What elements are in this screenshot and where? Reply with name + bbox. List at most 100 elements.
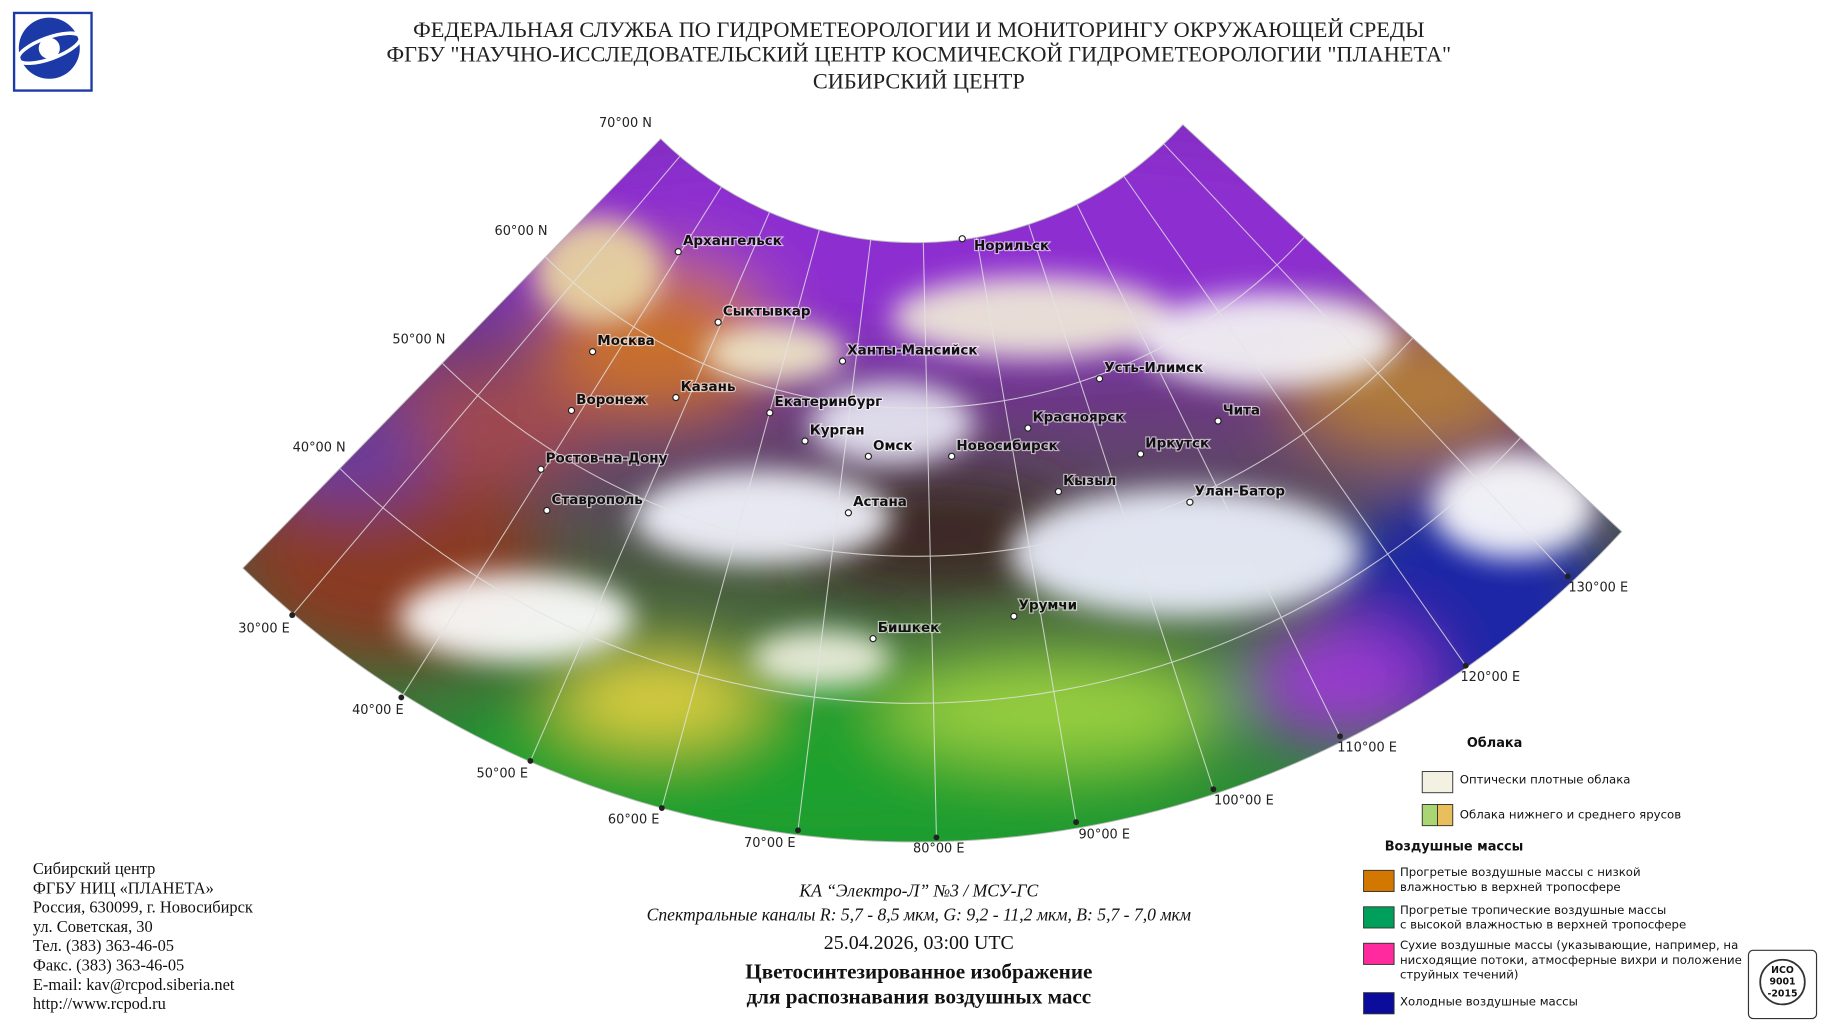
address-line: Россия, 630099, г. Новосибирск — [33, 898, 253, 917]
city-dot — [766, 409, 774, 417]
city-label: Архангельск — [683, 233, 782, 249]
iso-badge — [1747, 949, 1818, 1020]
address-line: ФГБУ НИЦ «ПЛАНЕТА» — [33, 878, 214, 897]
lon-dot — [1564, 573, 1571, 580]
meridian — [661, 124, 916, 809]
legend-label: струйных течений) — [1400, 968, 1519, 982]
city-label: Красноярск — [1033, 410, 1125, 426]
lat-label: 70°00 N — [599, 116, 652, 131]
legend-label: влажностью в верхней тропосфере — [1400, 880, 1621, 894]
parallel — [242, 124, 1593, 557]
city-label: Кызыл — [1063, 473, 1116, 489]
lon-dot — [1337, 733, 1344, 740]
meridian — [529, 124, 916, 762]
city-dot — [1186, 498, 1194, 506]
caption-title: для распознавания воздушных масс — [747, 984, 1092, 1008]
meridian — [914, 124, 1214, 790]
city-dot — [543, 506, 551, 515]
city-dot — [1010, 612, 1018, 620]
city-dot — [801, 437, 809, 445]
city-label: Усть-Илимск — [1104, 360, 1203, 376]
legend-label: Сухие воздушные массы (указывающие, напр… — [1400, 938, 1738, 952]
city-label: Улан-Батор — [1195, 484, 1286, 500]
lon-dot — [527, 758, 534, 764]
legend-title: Воздушные массы — [1385, 839, 1524, 854]
legend-label: Оптически плотные облака — [1460, 772, 1631, 786]
lon-label: 80°00 E — [913, 842, 965, 857]
meridian — [291, 124, 916, 616]
legend-swatch — [1437, 804, 1454, 827]
datetime: 25.04.2026, 03:00 UTC — [824, 932, 1014, 954]
legend-swatch — [1363, 992, 1395, 1015]
lon-dot — [289, 612, 296, 619]
legend-label: Холодные воздушные массы — [1400, 995, 1578, 1009]
lon-dot — [1462, 662, 1469, 669]
city-dot — [588, 348, 597, 356]
satellite-image — [242, 124, 1622, 842]
lon-label: 110°00 E — [1337, 741, 1397, 756]
iso-text: ИСО — [1771, 965, 1794, 976]
legend-label: Облака нижнего и среднего ярусов — [1460, 808, 1681, 822]
city-dot — [672, 393, 680, 402]
lon-label: 60°00 E — [608, 812, 660, 827]
city-dot — [714, 318, 722, 326]
lat-label: 60°00 N — [495, 224, 548, 239]
city-label: Новосибирск — [956, 438, 1057, 454]
meridian — [914, 124, 1077, 823]
city-label: Норильск — [974, 238, 1049, 254]
city-label: Воронеж — [576, 392, 647, 408]
legend-swatch — [1421, 771, 1454, 794]
lat-label: 40°00 N — [293, 441, 346, 456]
city-dot — [1024, 424, 1032, 432]
legend-swatch — [1363, 906, 1395, 929]
legend-title: Облака — [1467, 736, 1523, 751]
city-dot — [838, 357, 847, 365]
meridian — [914, 124, 1467, 666]
legend-swatch — [1363, 869, 1395, 892]
lon-dot — [398, 694, 405, 701]
city-label: Астана — [853, 494, 907, 510]
logo — [12, 11, 93, 92]
lon-label: 90°00 E — [1078, 828, 1130, 843]
city-dot — [869, 634, 877, 643]
address-line: Сибирский центр — [33, 859, 155, 878]
legend-label: нисходящие потоки, атмосферные вихри и п… — [1400, 953, 1742, 967]
city-label: Ханты-Мансийск — [847, 342, 977, 358]
legend-label: с высокой влажностью в верхней тропосфер… — [1400, 918, 1686, 932]
city-label: Чита — [1223, 402, 1260, 418]
address-line: http://www.rcpod.ru — [33, 994, 166, 1013]
address-line: Тел. (383) 363-46-05 — [33, 936, 174, 955]
legend-label: Прогретые воздушные массы с низкой — [1400, 865, 1641, 879]
meridian — [914, 124, 1569, 577]
city-label: Ростов-на-Дону — [546, 451, 668, 467]
meridian — [914, 124, 1341, 737]
meridian — [400, 124, 916, 698]
map-frame — [242, 124, 1623, 843]
lon-label: 30°00 E — [238, 622, 290, 637]
lon-label: 70°00 E — [744, 836, 796, 851]
city-label: Урумчи — [1019, 598, 1078, 614]
meridian — [797, 124, 916, 831]
city-label: Екатеринбург — [774, 394, 882, 410]
lon-dot — [795, 827, 801, 834]
channels: Спектральные каналы R: 5,7 - 8,5 мкм, G:… — [647, 904, 1191, 924]
address-line: ул. Советская, 30 — [33, 917, 153, 936]
header-line: ФГБУ "НАУЧНО-ИССЛЕДОВАТЕЛЬСКИЙ ЦЕНТР КОС… — [387, 42, 1452, 67]
city-dot — [844, 509, 853, 517]
legend-swatch — [1421, 804, 1438, 827]
city-dot — [567, 406, 576, 415]
address-line: E-mail: kav@rcpod.siberia.net — [33, 975, 235, 994]
lon-dot — [658, 805, 665, 811]
city-dot — [1054, 487, 1063, 496]
city-label: Казань — [681, 379, 736, 395]
city-label: Бишкек — [878, 620, 940, 636]
meridian — [914, 124, 937, 838]
city-dot — [1136, 450, 1145, 458]
iso-text: 9001 — [1769, 977, 1795, 988]
city-dot — [537, 465, 545, 473]
parallel — [385, 124, 1446, 409]
city-dot — [948, 452, 956, 460]
city-label: Курган — [810, 422, 865, 438]
